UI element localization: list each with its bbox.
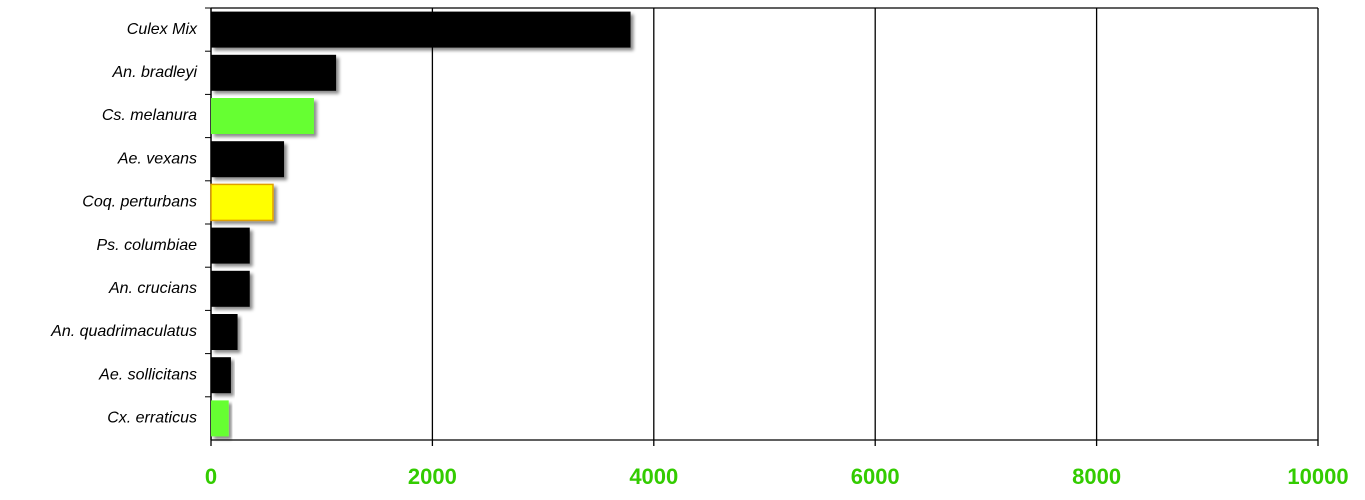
y-tick-label: Ae. vexans [117,150,197,167]
y-tick-label: Cs. melanura [102,107,197,124]
bar [211,270,250,307]
bar [211,314,238,350]
x-tick-label: 0 [205,464,217,489]
bar [211,227,250,264]
bar [211,98,314,134]
x-tick-label: 8000 [1072,464,1121,489]
x-tick-label: 4000 [629,464,678,489]
bar [211,54,337,91]
x-tick-label: 6000 [851,464,900,489]
bar [211,400,229,437]
bar [211,357,231,394]
y-tick-label: Culex Mix [127,21,198,38]
x-tick-label: 10000 [1287,464,1348,489]
y-tick-label: Ps. columbiae [97,237,198,254]
bar [210,183,274,222]
y-tick-label: An. quadrimaculatus [50,323,197,340]
bar [211,11,631,48]
y-tick-label: An. crucians [108,280,197,297]
y-tick-label: Coq. perturbans [82,194,197,211]
y-tick-label: An. bradleyi [112,64,198,81]
y-tick-label: Ae. sollicitans [98,366,197,383]
x-tick-label: 2000 [408,464,457,489]
y-tick-label: Cx. erraticus [107,410,197,427]
bar [211,141,285,178]
